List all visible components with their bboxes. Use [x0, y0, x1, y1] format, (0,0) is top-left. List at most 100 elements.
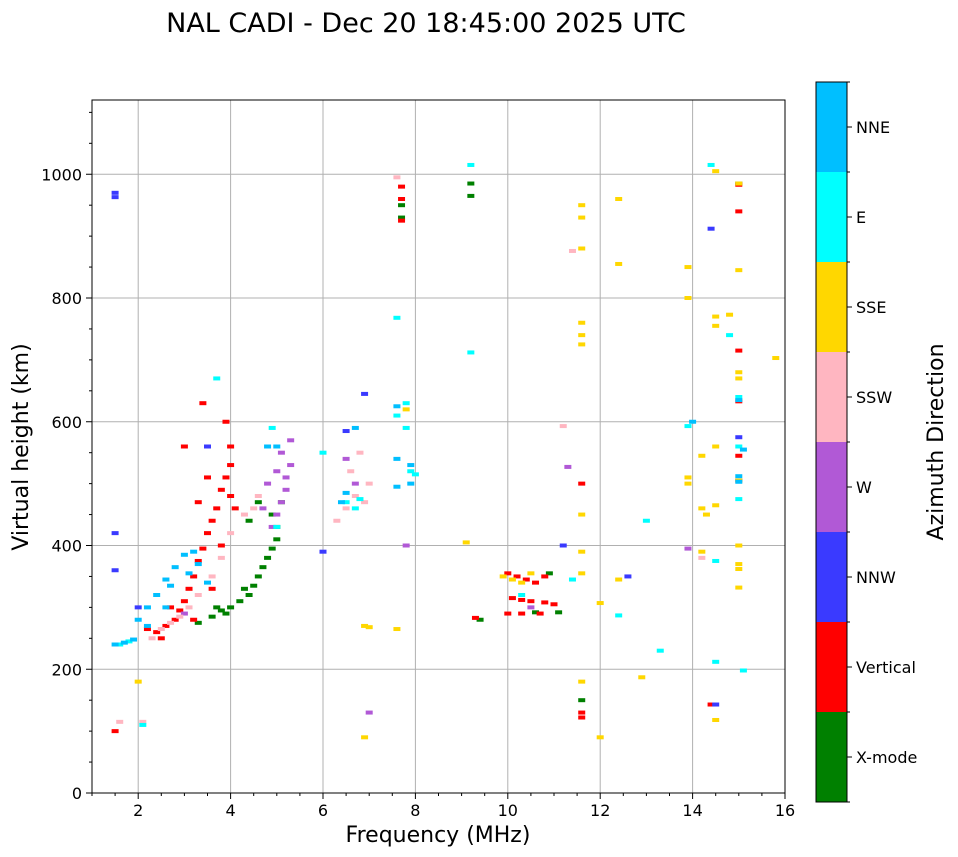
y-tick-label: 600: [51, 413, 82, 432]
echo-mark: [462, 540, 470, 545]
echo-mark: [273, 537, 281, 542]
echo-mark: [194, 593, 202, 597]
echo-mark: [190, 549, 198, 554]
echo-mark: [735, 268, 743, 273]
echo-mark: [596, 735, 604, 740]
echo-mark: [541, 600, 549, 605]
echo-mark: [125, 639, 133, 644]
echo-mark: [319, 450, 327, 455]
y-tick-label: 1000: [41, 165, 82, 184]
echo-mark: [213, 506, 221, 511]
colorbar-tick-label: NNW: [856, 568, 896, 587]
echo-mark: [287, 463, 295, 468]
echo-mark: [111, 642, 119, 647]
echo-mark: [735, 435, 743, 440]
echo-mark: [578, 512, 586, 517]
echo-mark: [499, 574, 507, 579]
colorbar-tick-label: W: [856, 478, 872, 497]
echo-mark: [208, 614, 216, 619]
echo-mark: [194, 562, 202, 567]
echo-mark: [735, 567, 743, 572]
echo-mark: [134, 679, 142, 684]
echo-mark: [259, 506, 267, 511]
echo-mark: [282, 487, 290, 492]
echo-mark: [504, 571, 512, 576]
echo-mark: [365, 710, 373, 715]
series-vertical: [111, 182, 743, 734]
colorbar-segment: [816, 532, 847, 622]
echo-mark: [550, 602, 558, 607]
echo-mark: [402, 543, 410, 548]
series-nne: [111, 398, 747, 647]
colorbar-tick-label: E: [856, 208, 866, 227]
echo-mark: [204, 531, 211, 536]
echo-mark: [518, 597, 526, 602]
echo-mark: [148, 636, 156, 641]
x-tick-label: 10: [498, 801, 518, 820]
echo-mark: [342, 490, 350, 495]
echo-mark: [735, 497, 743, 502]
echo-mark: [578, 679, 586, 684]
echo-mark: [578, 549, 586, 554]
echo-mark: [471, 615, 479, 620]
echo-mark: [393, 627, 401, 632]
echo-mark: [712, 169, 720, 174]
echo-mark: [227, 531, 235, 536]
echo-mark: [273, 444, 281, 449]
echo-mark: [772, 356, 780, 361]
x-tick-label: 12: [590, 801, 610, 820]
echo-mark: [684, 424, 692, 429]
echo-mark: [199, 546, 207, 551]
echo-mark: [568, 577, 576, 582]
colorbar-tick-label: SSW: [856, 388, 892, 407]
echo-mark: [642, 518, 650, 523]
echo-mark: [407, 469, 415, 474]
echo-mark: [518, 580, 526, 585]
grid-lines: [92, 100, 785, 793]
echo-mark: [190, 617, 198, 622]
echo-mark: [739, 447, 747, 452]
echo-mark: [684, 481, 692, 486]
echo-mark: [319, 549, 327, 554]
echo-mark: [559, 424, 567, 429]
echo-mark: [268, 546, 276, 551]
echo-mark: [190, 574, 198, 579]
colorbar-segment: [816, 172, 847, 262]
echo-mark: [180, 444, 188, 449]
echo-mark: [204, 475, 211, 480]
echo-mark: [171, 617, 179, 622]
y-tick-label: 0: [72, 784, 82, 803]
echo-mark: [739, 668, 747, 673]
echo-mark: [185, 605, 193, 610]
echo-mark: [231, 506, 239, 511]
echo-mark: [393, 484, 401, 489]
echo-mark: [273, 469, 281, 474]
echo-mark: [282, 475, 290, 480]
echo-mark: [578, 333, 586, 338]
echo-mark: [712, 717, 720, 722]
echo-mark: [698, 549, 706, 554]
echo-mark: [411, 472, 419, 477]
echo-mark: [735, 474, 743, 479]
echo-mark: [268, 425, 276, 430]
echo-mark: [213, 376, 221, 381]
echo-mark: [361, 735, 369, 740]
echo-mark: [467, 193, 475, 198]
echo-mark: [735, 370, 743, 375]
echo-mark: [347, 469, 355, 474]
echo-mark: [568, 248, 576, 253]
echo-mark: [217, 487, 225, 492]
echo-mark: [712, 314, 720, 319]
echo-mark: [227, 494, 235, 498]
echo-mark: [194, 500, 202, 505]
echo-mark: [111, 729, 119, 734]
x-axis-ticks: 2 4 6 8 10 12 14 16: [91, 793, 795, 820]
colorbar-tick-label: SSE: [856, 298, 886, 317]
echo-mark: [139, 719, 147, 724]
echo-mark: [250, 583, 258, 588]
echo-mark: [199, 401, 207, 406]
echo-mark: [361, 623, 369, 628]
echo-mark: [698, 555, 706, 560]
echo-mark: [204, 444, 211, 449]
